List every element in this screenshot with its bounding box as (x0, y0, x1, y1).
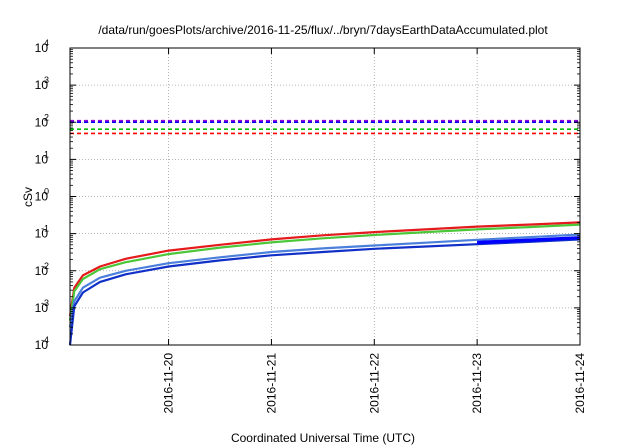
x-axis-label: Coordinated Universal Time (UTC) (231, 431, 415, 445)
series-line (477, 237, 581, 245)
x-tick-label: 2016-11-21 (264, 353, 278, 414)
chart-title: /data/run/goesPlots/archive/2016-11-25/f… (98, 23, 548, 37)
y-tick-exponent: -2 (41, 261, 49, 271)
y-tick-exponent: 4 (44, 38, 49, 48)
y-tick-exponent: 0 (44, 187, 49, 197)
y-tick-exponent: 3 (44, 75, 49, 85)
x-tick-label: 2016-11-22 (367, 353, 381, 414)
y-tick-label: 101 (35, 149, 49, 166)
y-tick-label: 104 (35, 38, 49, 55)
series-lines (68, 221, 581, 346)
grid-lines (70, 48, 580, 345)
y-axis-label: cSv (21, 187, 35, 207)
series-line (477, 236, 581, 243)
y-tick-exponent: -4 (41, 335, 49, 345)
y-tick-label: 10-2 (35, 261, 49, 278)
x-tick-label: 2016-11-24 (573, 353, 587, 414)
y-tick-label: 10-3 (35, 298, 49, 315)
y-tick-exponent: 1 (44, 149, 49, 159)
series-line (68, 221, 581, 317)
y-tick-label: 102 (35, 112, 49, 129)
y-tick-exponent: -3 (41, 298, 49, 308)
y-tick-label: 100 (35, 187, 49, 204)
axis-ticks: 10-410-310-210-11001011021031042016-11-2… (35, 38, 587, 414)
threshold-lines (70, 119, 580, 135)
x-tick-label: 2016-11-20 (162, 353, 176, 414)
y-tick-label: 10-4 (35, 335, 49, 352)
series-line (68, 238, 581, 346)
series-line (68, 223, 581, 321)
y-tick-label: 103 (35, 75, 49, 92)
series-line (68, 233, 581, 328)
y-tick-label: 10-1 (35, 224, 49, 241)
x-tick-label: 2016-11-23 (470, 353, 484, 414)
y-tick-exponent: 2 (44, 112, 49, 122)
y-tick-exponent: -1 (41, 224, 49, 234)
